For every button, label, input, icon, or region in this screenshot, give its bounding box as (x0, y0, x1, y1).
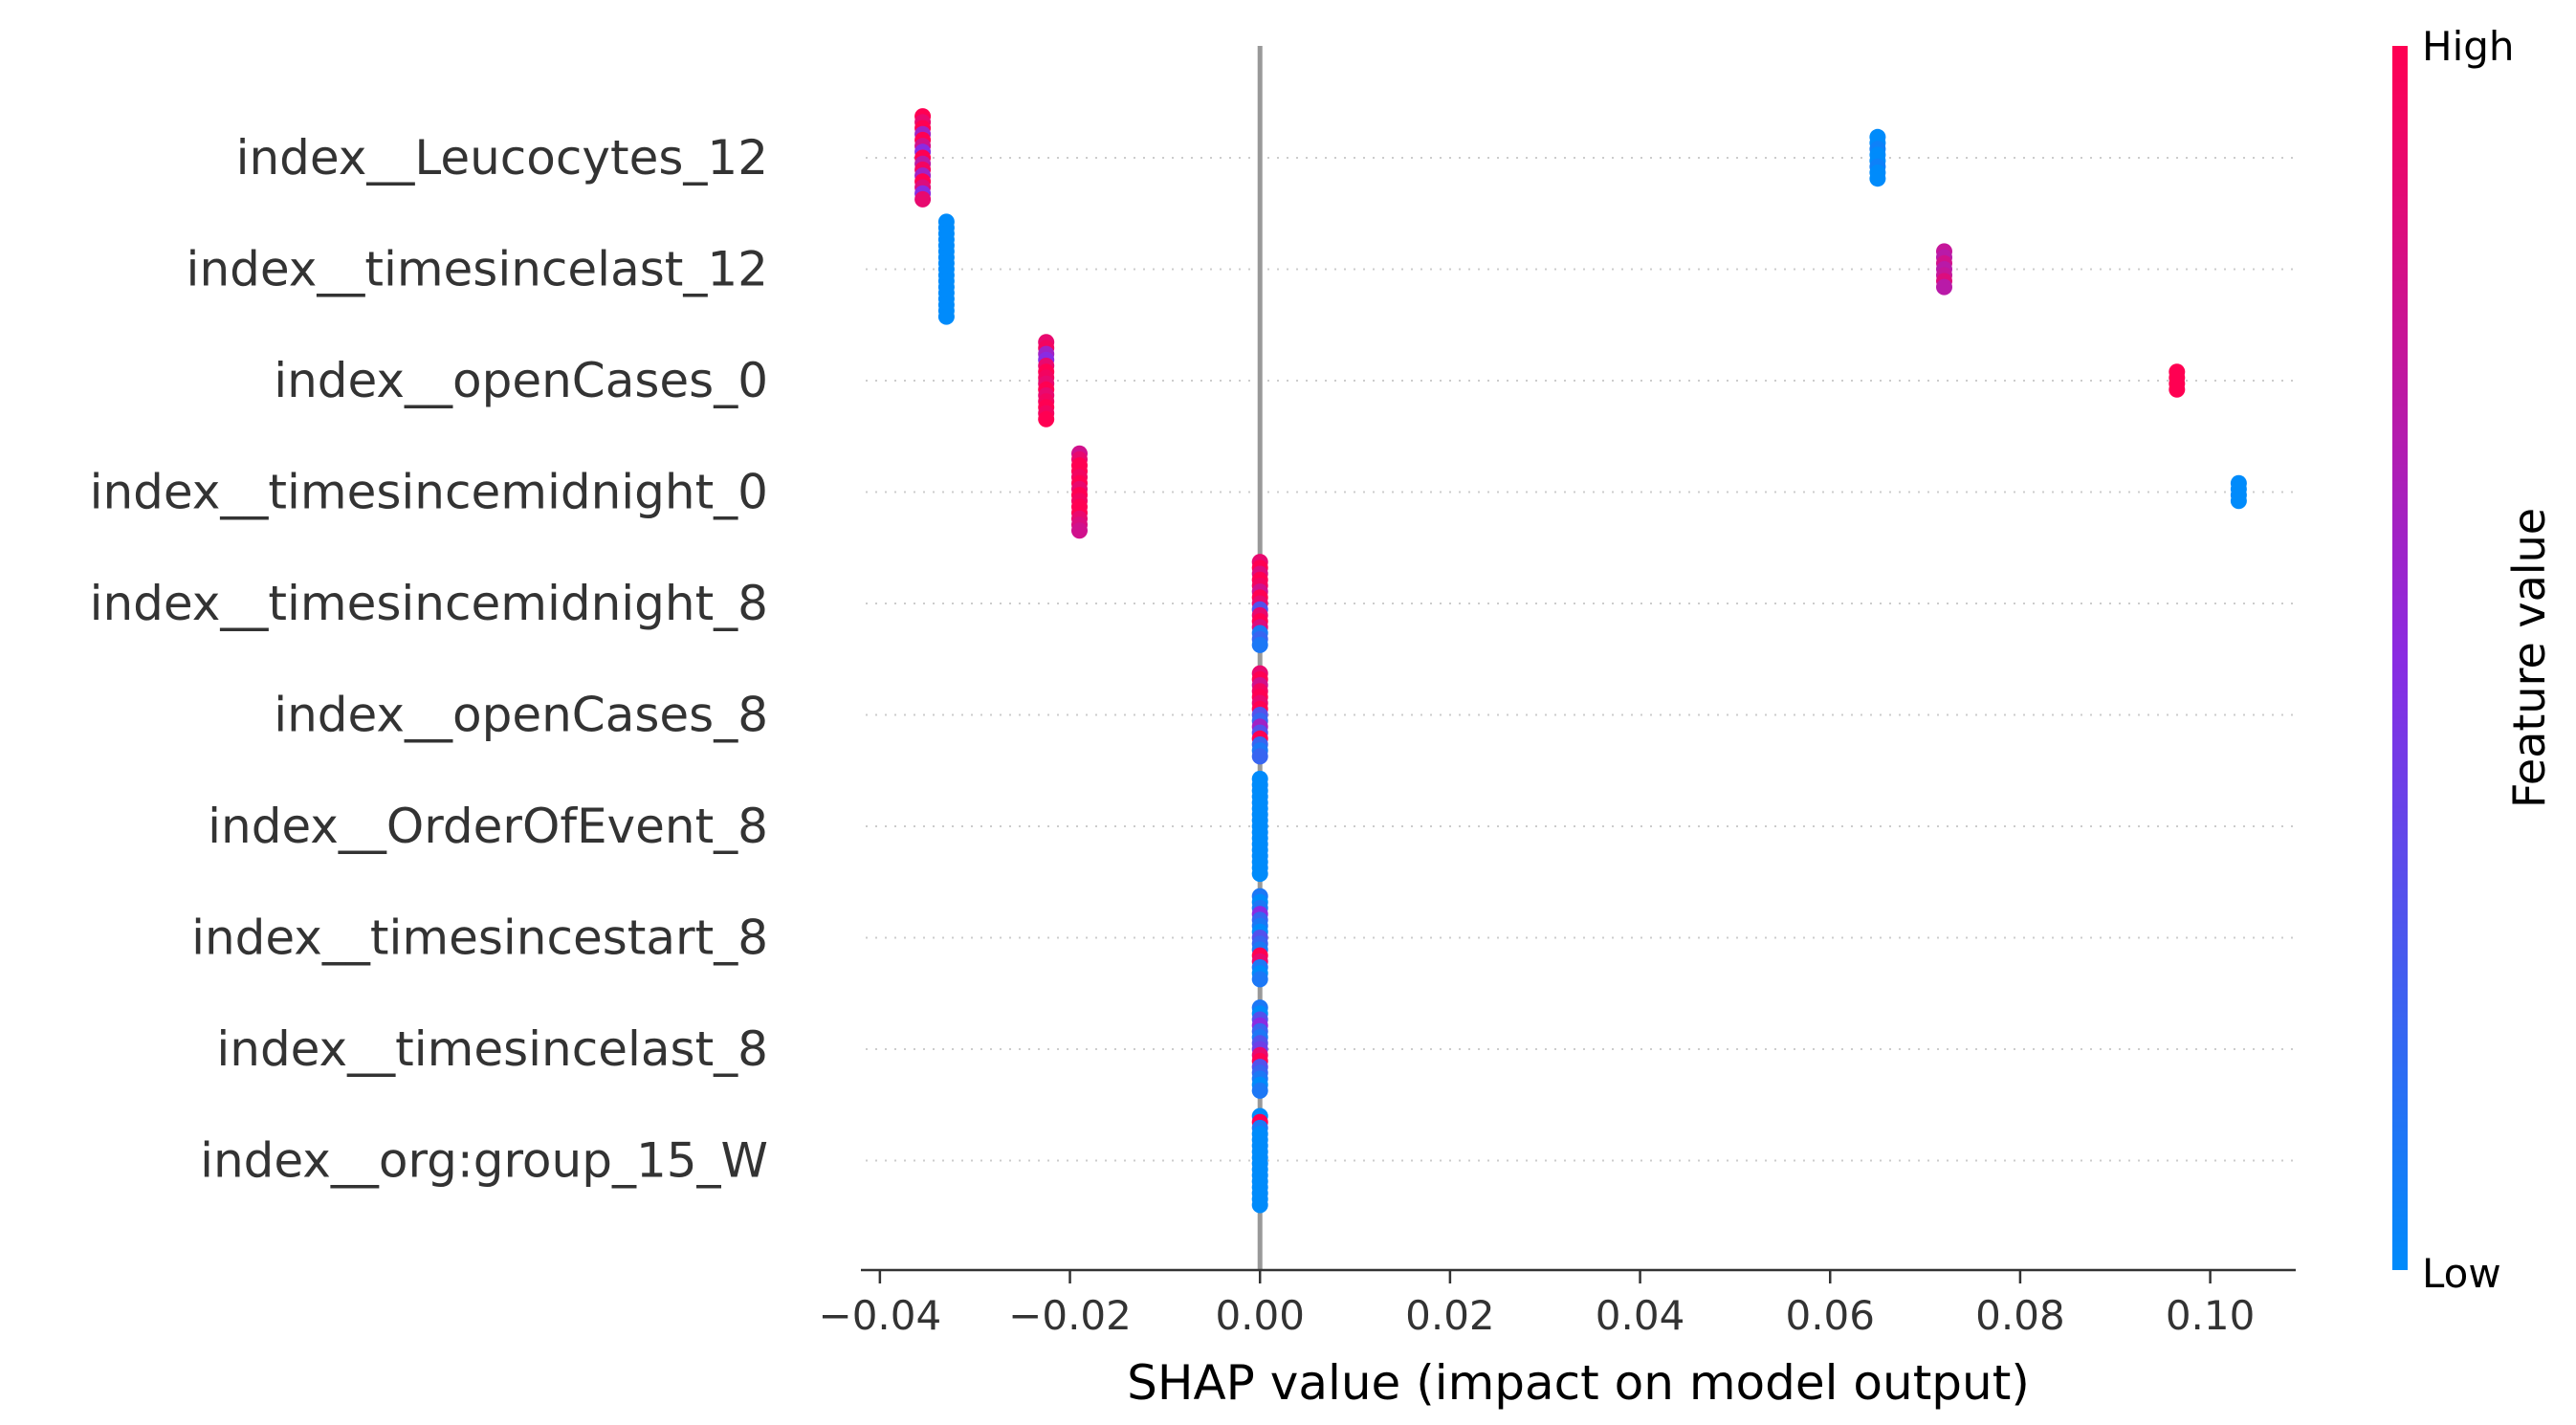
shap-point (2230, 493, 2247, 510)
shap-point (1071, 522, 1088, 539)
x-tick-label: −0.04 (819, 1292, 942, 1339)
x-axis-ticks: −0.04 −0.02 0.00 0.02 0.04 0.06 0.08 0.10 (819, 1270, 2256, 1339)
shap-point (1251, 1196, 1268, 1214)
shap-point (1038, 410, 1055, 428)
feature-label: index__timesincestart_8 (191, 910, 768, 966)
x-axis-title: SHAP value (impact on model output) (1127, 1355, 2030, 1411)
shap-point (1251, 636, 1268, 653)
shap-point (914, 190, 932, 208)
x-tick-label: 0.04 (1596, 1292, 1685, 1339)
shap-point (1251, 1082, 1268, 1099)
shap-point (1251, 748, 1268, 765)
colorbar-low-label: Low (2422, 1250, 2501, 1297)
feature-label: index__timesincelast_12 (187, 242, 768, 297)
shap-point (1251, 971, 1268, 988)
shap-point (937, 308, 955, 325)
feature-label: index__org:group_15_W (200, 1133, 768, 1189)
colorbar (2392, 46, 2408, 1270)
shap-point (1869, 170, 1886, 187)
feature-label: index__openCases_8 (274, 688, 768, 743)
row-gridlines (866, 157, 2296, 1162)
x-tick-label: 0.02 (1405, 1292, 1495, 1339)
feature-label: index__timesincemidnight_0 (90, 465, 768, 520)
data-points (914, 108, 2247, 1214)
colorbar-high-label: High (2422, 23, 2515, 70)
feature-label: index__Leucocytes_12 (236, 130, 768, 186)
x-tick-label: −0.02 (1008, 1292, 1132, 1339)
feature-labels: index__Leucocytes_12 index__timesincelast… (90, 130, 768, 1189)
x-tick-label: 0.08 (1975, 1292, 2065, 1339)
x-tick-label: 0.06 (1785, 1292, 1875, 1339)
colorbar-title: Feature value (2503, 508, 2555, 808)
x-tick-label: 0.10 (2166, 1292, 2256, 1339)
x-tick-label: 0.00 (1215, 1292, 1305, 1339)
shap-point (1251, 866, 1268, 883)
feature-label: index__timesincelast_8 (216, 1021, 768, 1077)
shap-point (2169, 381, 2186, 398)
feature-label: index__openCases_0 (274, 353, 768, 408)
feature-label: index__timesincemidnight_8 (90, 576, 768, 631)
feature-label: index__OrderOfEvent_8 (208, 799, 768, 854)
shap-point (1936, 278, 1952, 296)
